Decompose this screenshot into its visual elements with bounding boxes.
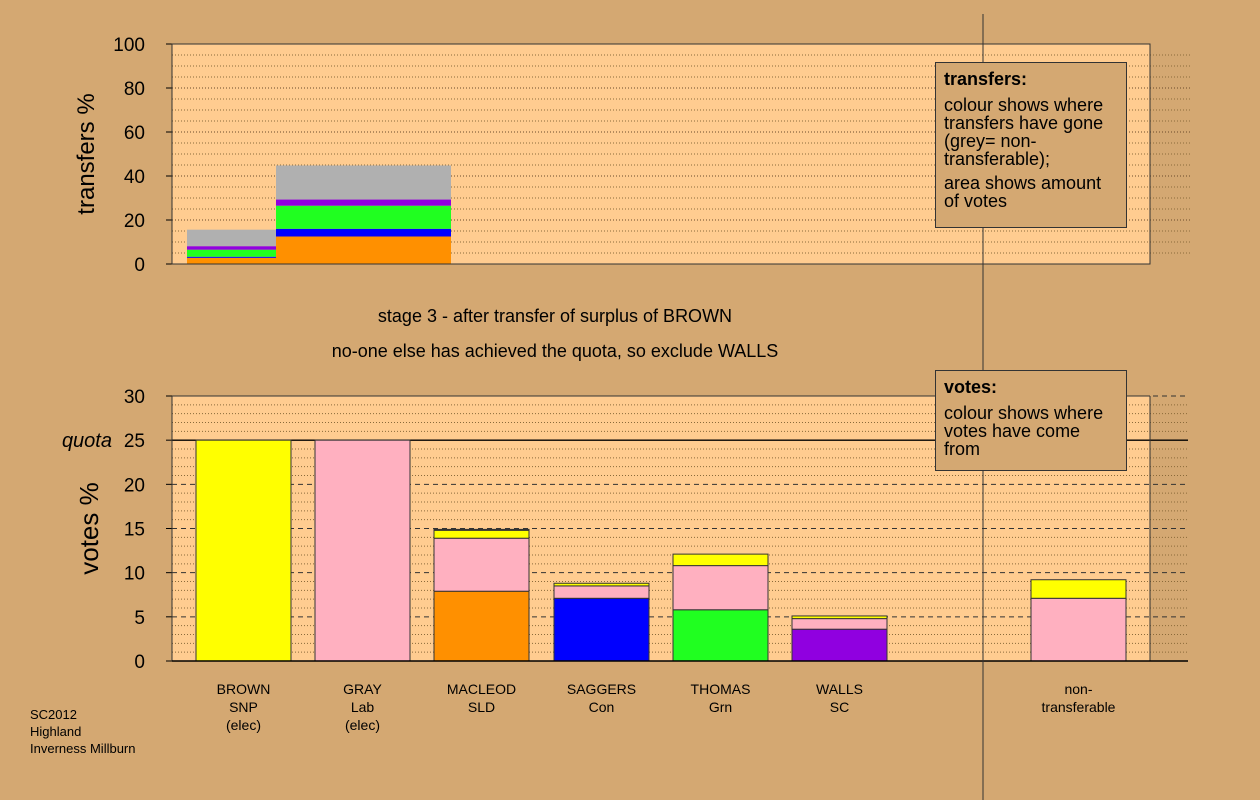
transfers-tick-label: 80 — [124, 79, 145, 100]
votes-tick-label: 30 — [124, 387, 145, 408]
candidate-bar-saggers-segment-pink — [553, 585, 650, 599]
transfer-segment-purple — [276, 199, 451, 206]
transfers-legend: transfers: colour shows where transfers … — [935, 62, 1127, 228]
votes-legend: votes: colour shows where votes have com… — [935, 370, 1127, 471]
nontransferable-bar-segment-yellow — [1030, 579, 1127, 599]
candidate-bar-thomas-segment-green — [672, 609, 769, 662]
votes-tick-label: 5 — [134, 608, 145, 629]
candidate-bar-macleod-segment-pink — [433, 537, 530, 592]
candidate-label-saggers: SAGGERS Con — [542, 680, 662, 716]
candidate-bar-brown-segment-yellow — [195, 439, 292, 662]
candidate-label-macleod-line-1: MACLEOD — [446, 681, 517, 697]
transfer-segment-purple — [187, 246, 301, 250]
votes-tick-label: 10 — [124, 564, 145, 585]
transfers-plot-frame — [171, 43, 1151, 265]
candidate-label-gray: GRAY Lab (elec) — [303, 680, 423, 734]
transfers-legend-text-2: area shows amount of votes — [944, 173, 1102, 211]
transfers-legend-title: transfers: — [944, 69, 1028, 89]
transfers-axis-label: transfers % — [73, 93, 100, 214]
candidate-label-brown-line-2: SNP — [229, 699, 258, 715]
votes-tick-label: 0 — [134, 652, 145, 673]
candidate-bar-walls-segment-yellow — [791, 615, 888, 620]
candidate-label-saggers-line-2: Con — [588, 699, 615, 715]
candidate-label-gray-line-1: GRAY — [343, 681, 382, 697]
nontransferable-label-line-1: non- — [1064, 681, 1093, 697]
candidate-bar-macleod-segment-yellow — [433, 529, 530, 539]
transfers-tick-label: 20 — [124, 211, 145, 232]
candidate-bar-macleod-segment-orange — [433, 590, 530, 662]
nontransferable-label: non-transferable — [1019, 680, 1139, 716]
candidate-label-walls-line-1: WALLS — [816, 681, 863, 697]
meta-ward: Inverness Millburn — [30, 741, 136, 756]
nontransferable-label-line-2: transferable — [1041, 699, 1116, 715]
candidate-bar-gray-segment-pink — [314, 439, 411, 662]
meta-election: SC2012 — [30, 707, 77, 722]
candidate-label-thomas-line-2: Grn — [708, 699, 733, 715]
votes-tick-label: 15 — [124, 520, 145, 541]
candidate-label-walls: WALLS SC — [780, 680, 900, 716]
candidate-label-thomas: THOMAS Grn — [661, 680, 781, 716]
votes-legend-text: colour shows where votes have come from — [944, 403, 1104, 459]
candidate-label-brown-line-3: (elec) — [225, 717, 261, 733]
candidate-label-brown: BROWN SNP (elec) — [184, 680, 304, 734]
stage-caption: stage 3 - after transfer of surplus of B… — [377, 306, 733, 326]
candidate-label-saggers-line-1: SAGGERS — [566, 681, 637, 697]
transfer-segment-blue — [276, 228, 451, 237]
transfer-segment-green — [187, 249, 301, 257]
transfer-segment-orange — [276, 236, 451, 264]
candidate-label-gray-line-2: Lab — [350, 699, 375, 715]
candidate-label-brown-line-1: BROWN — [216, 681, 271, 697]
meta-council: Highland — [30, 724, 82, 739]
transfers-tick-label: 40 — [124, 167, 145, 188]
candidate-label-walls-line-2: SC — [829, 699, 850, 715]
transfer-segment-blue — [187, 256, 301, 258]
candidate-bar-macleod-segment-green — [433, 528, 530, 531]
votes-axis-label: votes % — [74, 482, 104, 575]
candidate-bar-thomas-segment-yellow — [672, 553, 769, 567]
transfers-tick-label: 0 — [134, 255, 145, 276]
candidate-label-macleod-line-2: SLD — [467, 699, 496, 715]
votes-legend-title: votes: — [944, 377, 998, 397]
candidate-bar-saggers-segment-yellow — [553, 582, 650, 587]
candidate-bar-saggers-segment-blue — [553, 597, 650, 662]
candidate-label-gray-line-3: (elec) — [344, 717, 380, 733]
transfers-legend-text-1: colour shows where transfers have gone (… — [944, 95, 1104, 169]
election-meta: SC2012 Highland Inverness Millburn — [30, 706, 136, 757]
candidate-bar-walls-segment-pink — [791, 618, 888, 630]
votes-tick-label: 20 — [124, 475, 145, 496]
transfer-segment-orange — [187, 257, 301, 264]
candidate-bar-thomas-segment-pink — [672, 565, 769, 611]
votes-tick-label: 25 — [124, 431, 145, 452]
candidate-label-thomas-line-1: THOMAS — [690, 681, 751, 697]
candidate-bar-walls-segment-purple — [791, 628, 888, 662]
quota-label: quota — [62, 430, 112, 452]
transfer-segment-grey — [187, 229, 301, 247]
transfer-segment-green — [276, 205, 451, 229]
transfer-segment-grey — [276, 165, 451, 200]
transfers-tick-label: 60 — [124, 123, 145, 144]
candidate-label-macleod: MACLEOD SLD — [422, 680, 542, 716]
transfers-tick-label: 100 — [113, 35, 145, 56]
nontransferable-bar-segment-pink — [1030, 597, 1127, 662]
exclusion-caption: no-one else has achieved the quota, so e… — [331, 341, 779, 361]
